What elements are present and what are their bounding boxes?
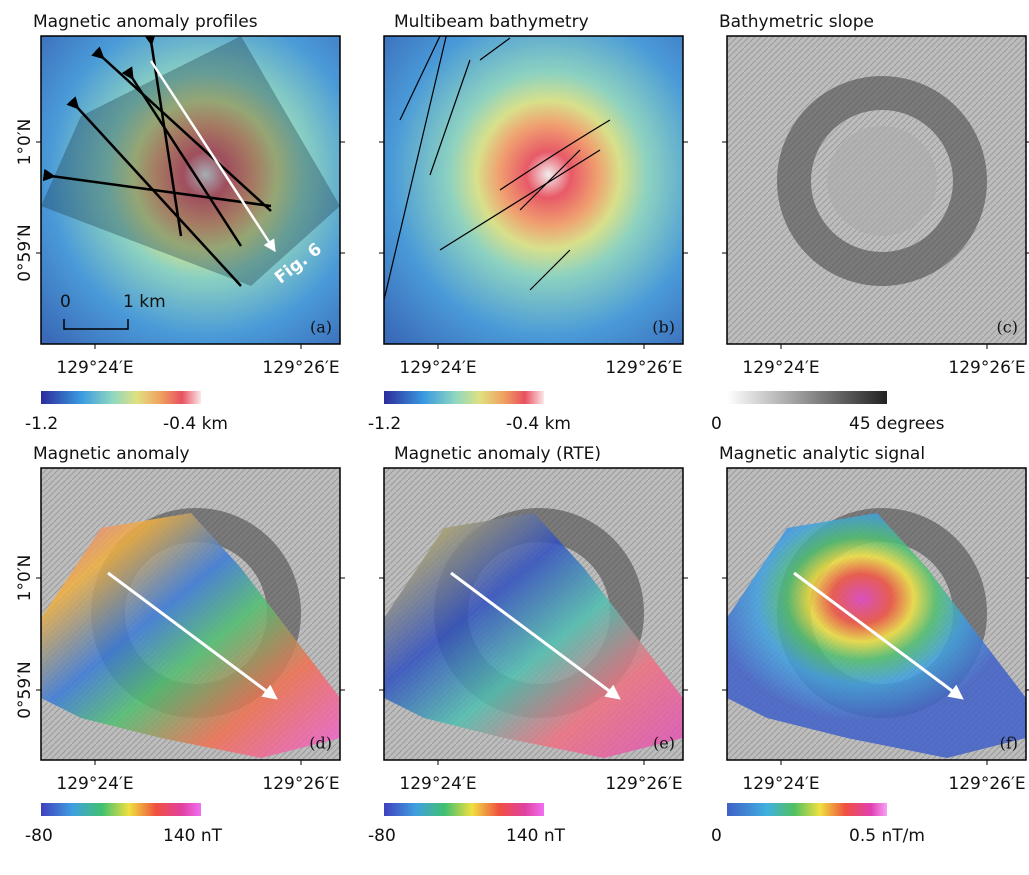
map	[384, 20, 683, 344]
bathymetry	[384, 36, 683, 344]
panel-label: (b)	[652, 318, 675, 337]
x-tick-label: 129°24′E	[56, 358, 133, 378]
x-tick-label: 129°26′E	[262, 358, 339, 378]
colorbar-min: -1.2	[368, 414, 401, 434]
y-tick-label: 1°0′N	[15, 555, 35, 602]
panel-label: (d)	[309, 734, 332, 753]
x-tick-label: 129°24′E	[399, 358, 476, 378]
map	[384, 468, 683, 760]
colorbar-max: 0.5 nT/m	[849, 826, 925, 846]
x-tick-label: 129°26′E	[605, 358, 682, 378]
x-tick-label: 129°26′E	[605, 774, 682, 794]
colorbar-min: 0	[711, 414, 722, 434]
colorbar-max: -0.4 km	[506, 414, 571, 434]
x-tick-label: 129°24′E	[56, 774, 133, 794]
colorbar-min: -80	[25, 826, 53, 846]
colorbar	[384, 391, 544, 404]
colorbar-max: -0.4 km	[163, 414, 228, 434]
panel-title: Magnetic anomaly (RTE)	[394, 444, 601, 464]
panel-title: Magnetic analytic signal	[719, 444, 925, 464]
panel-title: Magnetic anomaly	[33, 444, 190, 464]
map	[41, 468, 340, 760]
x-tick-label: 129°26′E	[262, 774, 339, 794]
colorbar-min: -1.2	[25, 414, 58, 434]
panel-label: (f)	[1000, 734, 1018, 753]
y-tick-label: 0°59′N	[15, 661, 35, 719]
panel-title: Multibeam bathymetry	[394, 12, 589, 32]
colorbar	[41, 803, 201, 816]
panel-title: Bathymetric slope	[719, 12, 874, 32]
panel-label: (c)	[997, 318, 1018, 337]
page: {"panels": [ {"title": "Magnetic anomaly…	[0, 0, 1029, 875]
colorbar	[384, 803, 544, 816]
x-tick-label: 129°24′E	[742, 774, 819, 794]
panel-label: (a)	[310, 318, 332, 337]
seamount-top	[827, 126, 937, 236]
x-tick-label: 129°24′E	[742, 358, 819, 378]
x-tick-label: 129°26′E	[948, 358, 1025, 378]
scale-start: 0	[60, 292, 71, 312]
colorbar-min: -80	[368, 826, 396, 846]
colorbar-max: 45 degrees	[849, 414, 945, 434]
x-tick-label: 129°26′E	[948, 774, 1025, 794]
map	[727, 36, 1026, 344]
panel-label: (e)	[653, 734, 675, 753]
colorbar-max: 140 nT	[163, 826, 223, 846]
colorbar	[727, 803, 887, 816]
y-tick-label: 0°59′N	[15, 224, 35, 282]
x-tick-label: 129°24′E	[399, 774, 476, 794]
colorbar	[41, 391, 201, 404]
colorbar-min: 0	[711, 826, 722, 846]
scale-end: 1 km	[123, 292, 166, 312]
map	[727, 468, 1026, 760]
panel-title: Magnetic anomaly profiles	[33, 12, 258, 32]
y-tick-label: 1°0′N	[15, 119, 35, 166]
colorbar	[727, 391, 887, 404]
figure: Magnetic anomaly profilesFig. 601 km(a)1…	[0, 0, 1029, 875]
colorbar-max: 140 nT	[506, 826, 566, 846]
